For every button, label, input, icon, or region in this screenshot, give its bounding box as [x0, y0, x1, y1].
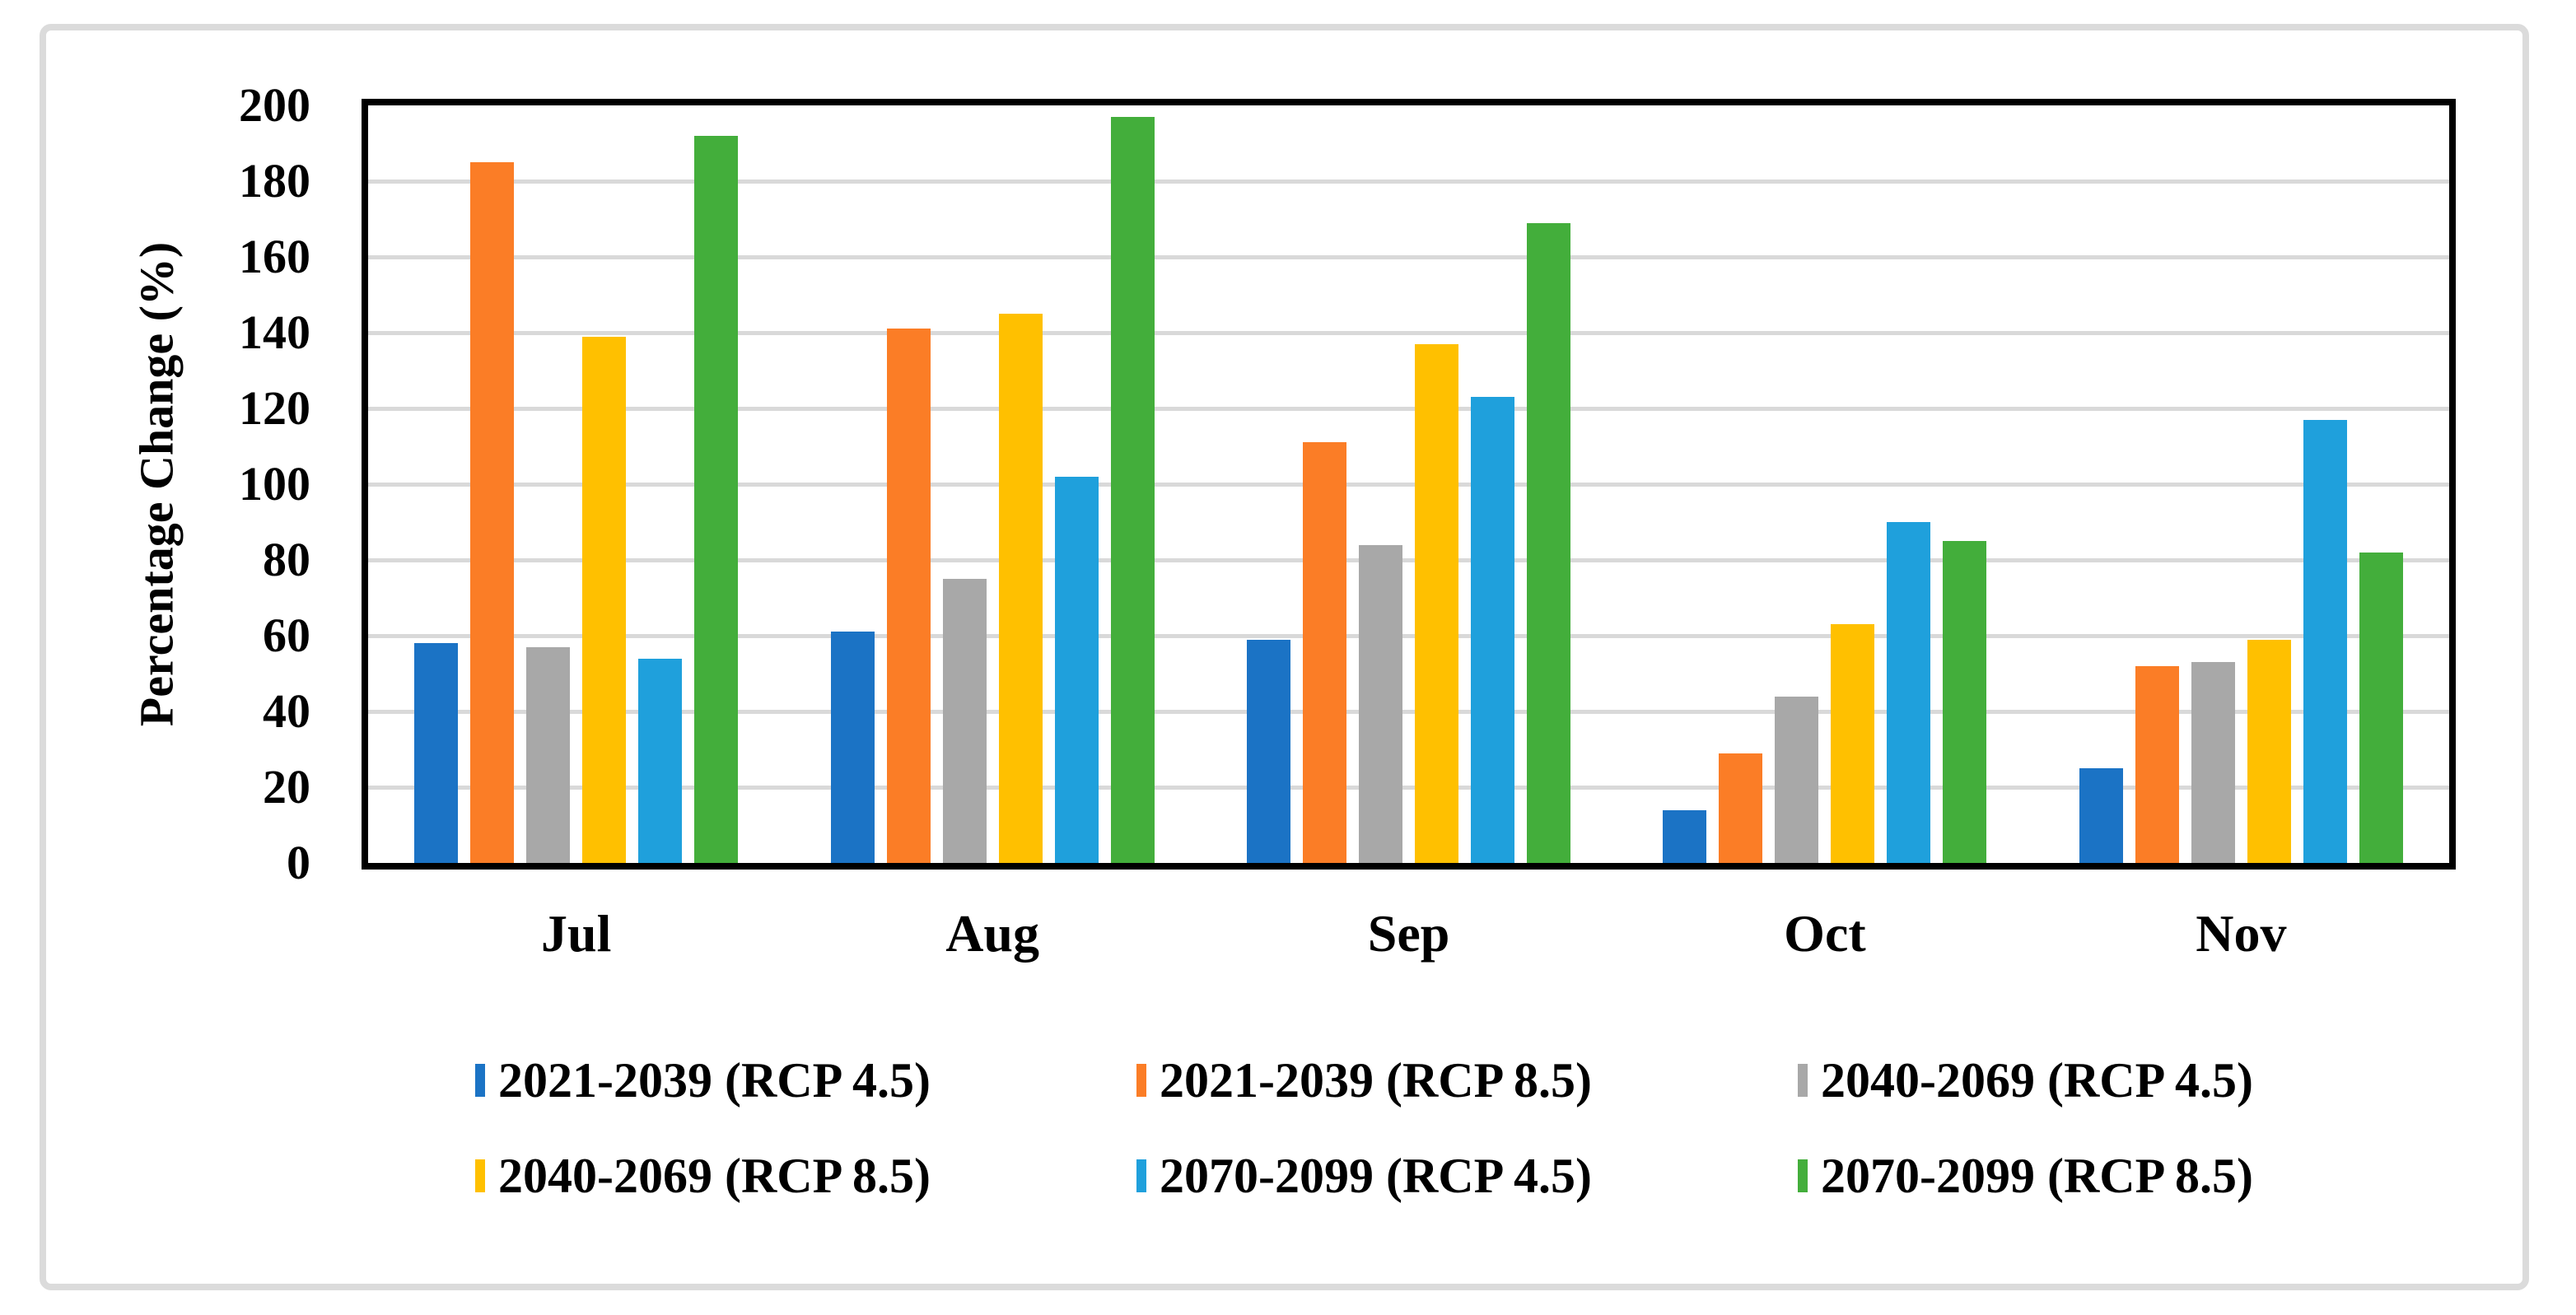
bar-sep-2070-2099-rcp-8-5- [1527, 222, 1571, 863]
bar-aug-2021-2039-rcp-4-5- [830, 632, 875, 863]
legend-label: 2021-2039 (RCP 4.5) [498, 1052, 931, 1107]
y-tick-label-20: 20 [263, 760, 310, 814]
bar-jul-2021-2039-rcp-8-5- [470, 162, 515, 863]
y-tick-label-200: 200 [239, 78, 310, 132]
bar-oct-2070-2099-rcp-8-5- [1943, 541, 1987, 863]
y-tick-label-60: 60 [263, 609, 310, 662]
legend-item-2021-2039-rcp-8-5-: 2021-2039 (RCP 8.5) [1136, 1051, 1798, 1110]
gridline-120 [368, 406, 2449, 411]
x-label-nov: Nov [2196, 904, 2287, 963]
y-axis-tick-labels: 0 20 40 60 80 100 120 140 160 180 200 [115, 78, 310, 889]
bars-layer [368, 105, 2449, 863]
legend-item-2070-2099-rcp-4-5-: 2070-2099 (RCP 4.5) [1136, 1146, 1798, 1205]
bar-group-oct [1617, 105, 2032, 863]
gridline-80 [368, 557, 2449, 562]
y-tick-label-180: 180 [239, 154, 310, 208]
legend-label: 2040-2069 (RCP 8.5) [498, 1148, 931, 1203]
bar-aug-2021-2039-rcp-8-5- [886, 329, 931, 863]
bar-sep-2040-2069-rcp-4-5- [1359, 544, 1403, 863]
gridline-100 [368, 482, 2449, 487]
gridlines-layer [368, 105, 2449, 863]
legend-swatch-icon [1136, 1159, 1146, 1192]
legend-label: 2070-2099 (RCP 8.5) [1821, 1148, 2253, 1203]
gridline-40 [368, 709, 2449, 714]
legend-item-2070-2099-rcp-8-5-: 2070-2099 (RCP 8.5) [1798, 1146, 2459, 1205]
bar-oct-2021-2039-rcp-4-5- [1663, 809, 1707, 863]
y-tick-label-140: 140 [239, 305, 310, 359]
bar-aug-2070-2099-rcp-8-5- [1110, 116, 1155, 863]
legend-swatch-icon [1798, 1159, 1808, 1192]
bar-sep-2021-2039-rcp-4-5- [1247, 639, 1291, 863]
y-tick-label-0: 0 [287, 836, 310, 889]
legend-item-2021-2039-rcp-4-5-: 2021-2039 (RCP 4.5) [475, 1051, 1136, 1110]
bar-group-nov [2033, 105, 2449, 863]
legend-swatch-icon [475, 1064, 485, 1097]
bar-jul-2021-2039-rcp-4-5- [414, 643, 459, 863]
bar-sep-2040-2069-rcp-8-5- [1415, 343, 1459, 863]
bar-oct-2040-2069-rcp-4-5- [1775, 696, 1819, 863]
legend-item-2040-2069-rcp-8-5-: 2040-2069 (RCP 8.5) [475, 1146, 1136, 1205]
bar-aug-2070-2099-rcp-4-5- [1054, 476, 1099, 863]
bar-group-jul [368, 105, 784, 863]
gridline-140 [368, 330, 2449, 335]
legend-swatch-icon [475, 1159, 485, 1192]
bar-group-aug [784, 105, 1200, 863]
bar-jul-2040-2069-rcp-8-5- [582, 336, 627, 863]
bar-aug-2040-2069-rcp-4-5- [942, 579, 987, 863]
bar-sep-2021-2039-rcp-8-5- [1303, 442, 1347, 863]
x-label-jul: Jul [541, 904, 612, 963]
bar-jul-2070-2099-rcp-4-5- [638, 658, 683, 863]
bar-nov-2040-2069-rcp-4-5- [2191, 662, 2235, 863]
legend-label: 2021-2039 (RCP 8.5) [1160, 1052, 1592, 1107]
bar-nov-2040-2069-rcp-8-5- [2247, 639, 2291, 863]
y-tick-label-40: 40 [263, 684, 310, 738]
gridline-60 [368, 633, 2449, 638]
gridline-160 [368, 254, 2449, 259]
legend-swatch-icon [1136, 1064, 1146, 1097]
x-label-sep: Sep [1367, 904, 1450, 963]
x-label-aug: Aug [945, 904, 1040, 963]
x-axis-category-labels: Jul Aug Sep Oct Nov [368, 904, 2449, 963]
bar-nov-2070-2099-rcp-4-5- [2303, 419, 2347, 863]
bar-oct-2070-2099-rcp-4-5- [1887, 522, 1931, 863]
bar-group-sep [1201, 105, 1617, 863]
legend-item-2040-2069-rcp-4-5-: 2040-2069 (RCP 4.5) [1798, 1051, 2459, 1110]
bar-nov-2021-2039-rcp-8-5- [2135, 665, 2179, 863]
legend-label: 2070-2099 (RCP 4.5) [1160, 1148, 1592, 1203]
figure-border [40, 24, 2529, 1290]
bar-nov-2070-2099-rcp-8-5- [2359, 552, 2403, 863]
y-tick-label-100: 100 [239, 457, 310, 511]
bar-oct-2021-2039-rcp-8-5- [1719, 753, 1763, 863]
x-label-oct: Oct [1784, 904, 1866, 963]
bar-nov-2021-2039-rcp-4-5- [2079, 768, 2123, 863]
bar-sep-2070-2099-rcp-4-5- [1471, 397, 1515, 863]
plot-area [362, 99, 2456, 870]
bar-jul-2070-2099-rcp-8-5- [694, 135, 739, 863]
y-tick-label-160: 160 [239, 230, 310, 283]
legend-label: 2040-2069 (RCP 4.5) [1821, 1052, 2253, 1107]
gridline-180 [368, 179, 2449, 184]
gridline-20 [368, 785, 2449, 790]
bar-oct-2040-2069-rcp-8-5- [1831, 624, 1875, 863]
bar-jul-2040-2069-rcp-4-5- [526, 646, 571, 863]
legend: 2021-2039 (RCP 4.5) 2021-2039 (RCP 8.5) 20… [475, 1051, 2459, 1205]
bar-aug-2040-2069-rcp-8-5- [998, 314, 1043, 863]
legend-swatch-icon [1798, 1064, 1808, 1097]
y-tick-label-80: 80 [263, 533, 310, 586]
y-tick-label-120: 120 [239, 381, 310, 435]
